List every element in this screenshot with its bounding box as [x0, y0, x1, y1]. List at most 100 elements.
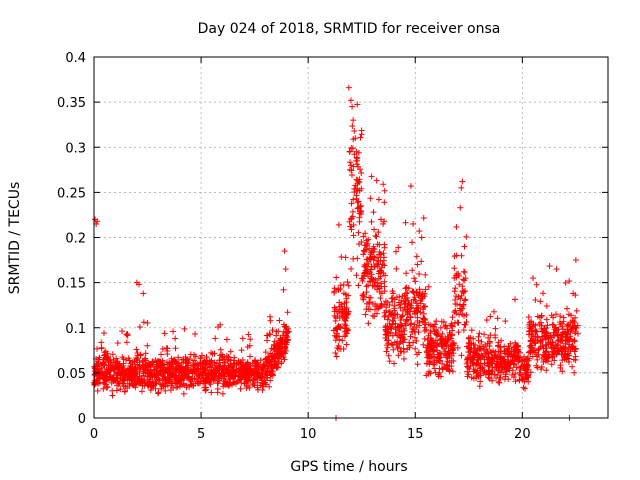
- data-point: [147, 387, 154, 394]
- y-tick-label: 0.15: [57, 277, 86, 292]
- data-point: [481, 331, 488, 338]
- data-point: [280, 286, 287, 293]
- data-point: [200, 374, 207, 381]
- data-point: [451, 288, 458, 295]
- data-point: [348, 216, 355, 223]
- data-point: [549, 354, 556, 361]
- data-point: [262, 349, 269, 356]
- data-point: [132, 384, 139, 391]
- data-point: [217, 346, 224, 353]
- data-point: [173, 366, 180, 373]
- data-point: [459, 178, 466, 185]
- data-point: [400, 345, 407, 352]
- data-point: [134, 374, 141, 381]
- data-point: [436, 350, 443, 357]
- data-point: [374, 279, 381, 286]
- data-point: [128, 368, 135, 375]
- data-point: [217, 352, 224, 359]
- data-point: [155, 389, 162, 396]
- data-point: [341, 333, 348, 340]
- data-point: [526, 348, 533, 355]
- data-point: [174, 383, 181, 390]
- data-point: [421, 327, 428, 334]
- data-point: [211, 375, 218, 382]
- y-tick-label: 0.25: [57, 186, 86, 201]
- data-point: [538, 366, 545, 373]
- data-point: [269, 363, 276, 370]
- data-point: [252, 357, 259, 364]
- data-point: [476, 330, 483, 337]
- data-point: [573, 307, 580, 314]
- data-point: [381, 301, 388, 308]
- data-point: [363, 237, 370, 244]
- data-point: [460, 327, 467, 334]
- data-point: [353, 195, 360, 202]
- data-point: [392, 330, 399, 337]
- data-point: [417, 309, 424, 316]
- data-point: [91, 381, 98, 388]
- data-point: [124, 376, 131, 383]
- data-point: [177, 378, 184, 385]
- data-point: [396, 333, 403, 340]
- data-point: [400, 307, 407, 314]
- data-point: [98, 345, 105, 352]
- data-point: [404, 294, 411, 301]
- data-point: [186, 383, 193, 390]
- data-point: [175, 373, 182, 380]
- data-point: [570, 290, 577, 297]
- data-point: [380, 220, 387, 227]
- data-point: [282, 346, 289, 353]
- data-point: [119, 354, 126, 361]
- data-point: [350, 117, 357, 124]
- data-point: [348, 162, 354, 169]
- data-point: [412, 297, 419, 304]
- data-point: [382, 331, 389, 338]
- data-point: [360, 296, 367, 303]
- data-point: [243, 376, 250, 383]
- data-point: [128, 372, 135, 379]
- data-point: [230, 379, 237, 386]
- data-point: [481, 360, 488, 367]
- data-point: [330, 327, 337, 334]
- data-point: [475, 337, 482, 344]
- data-point: [353, 161, 360, 168]
- data-point: [455, 329, 462, 336]
- data-point: [230, 360, 237, 367]
- data-point: [534, 364, 541, 371]
- data-point: [415, 349, 422, 356]
- data-point: [144, 381, 151, 388]
- data-point: [338, 254, 345, 261]
- data-point: [526, 327, 533, 334]
- data-point: [476, 353, 483, 360]
- data-point: [485, 334, 492, 341]
- data-point: [388, 295, 395, 302]
- data-point: [244, 359, 251, 366]
- data-point: [332, 349, 339, 356]
- data-point: [492, 325, 499, 332]
- data-point: [403, 270, 410, 277]
- data-point: [450, 342, 457, 349]
- data-point: [449, 368, 456, 375]
- data-point: [157, 368, 164, 375]
- data-point: [567, 333, 574, 340]
- data-point: [537, 298, 544, 305]
- y-tick-label: 0.3: [65, 141, 86, 156]
- data-point: [544, 322, 551, 329]
- data-point: [266, 383, 273, 390]
- data-point: [509, 371, 516, 378]
- data-point: [534, 334, 541, 341]
- data-point: [166, 360, 173, 367]
- data-point: [462, 296, 469, 303]
- data-point: [512, 343, 519, 350]
- data-point: [122, 370, 129, 377]
- data-point: [400, 355, 407, 362]
- data-point: [276, 349, 283, 356]
- data-point: [355, 282, 362, 289]
- data-point: [423, 348, 430, 355]
- data-point: [391, 296, 398, 303]
- chart-title: Day 024 of 2018, SRMTID for receiver ons…: [198, 21, 501, 37]
- data-point: [367, 266, 374, 273]
- data-point: [554, 332, 561, 339]
- data-point: [170, 384, 177, 391]
